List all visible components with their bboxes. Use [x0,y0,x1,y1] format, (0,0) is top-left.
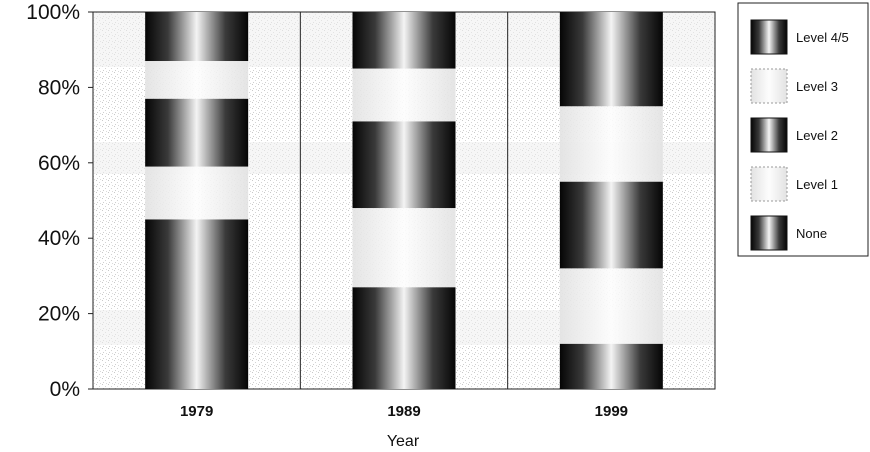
legend-swatch [750,19,788,55]
x-tick-label: 1979 [180,403,213,420]
legend: Level 4/5 Level 3 Level 2 Level 1 None [737,2,869,257]
legend-swatch [750,117,788,153]
bar-1999-level-3 [559,106,663,182]
legend-label: None [796,226,827,241]
y-tick-label: 20% [38,303,80,326]
bar-1989-level-2 [352,121,456,209]
legend-label: Level 2 [796,128,838,143]
bar-1999-level-2 [559,181,663,269]
bar-1989-none [352,287,456,389]
bar-1999-none [559,343,663,389]
y-tick-label: 0% [50,378,80,401]
y-tick-label: 60% [38,152,80,175]
legend-swatch [750,68,788,104]
legend-label: Level 4/5 [796,30,849,45]
legend-label: Level 3 [796,79,838,94]
bar-1999-level-4-5 [559,12,663,107]
bars [145,12,663,389]
bar-1979-none [145,219,249,389]
bar-1979-level-1 [145,166,249,220]
y-tick-label: 100% [26,1,80,24]
y-tick-label: 40% [38,227,80,250]
bar-1999-level-1 [559,268,663,344]
y-axis: 0% 20% 40% 60% 80% 100% [26,1,93,401]
bar-1979-level-4-5 [145,12,249,62]
x-tick-label: 1989 [387,403,420,420]
x-axis-title: Year [387,433,420,450]
x-tick-label: 1999 [595,403,628,420]
bar-1989-level-3 [352,68,456,122]
bar-1989-level-1 [352,208,456,288]
legend-swatch [750,166,788,202]
legend-label: Level 1 [796,177,838,192]
bar-1979-level-3 [145,61,249,99]
bar-1989-level-4-5 [352,12,456,69]
y-tick-label: 80% [38,76,80,99]
bar-1979-level-2 [145,98,249,167]
x-axis: 1979 1989 1999 [180,403,628,420]
legend-swatch [750,215,788,251]
